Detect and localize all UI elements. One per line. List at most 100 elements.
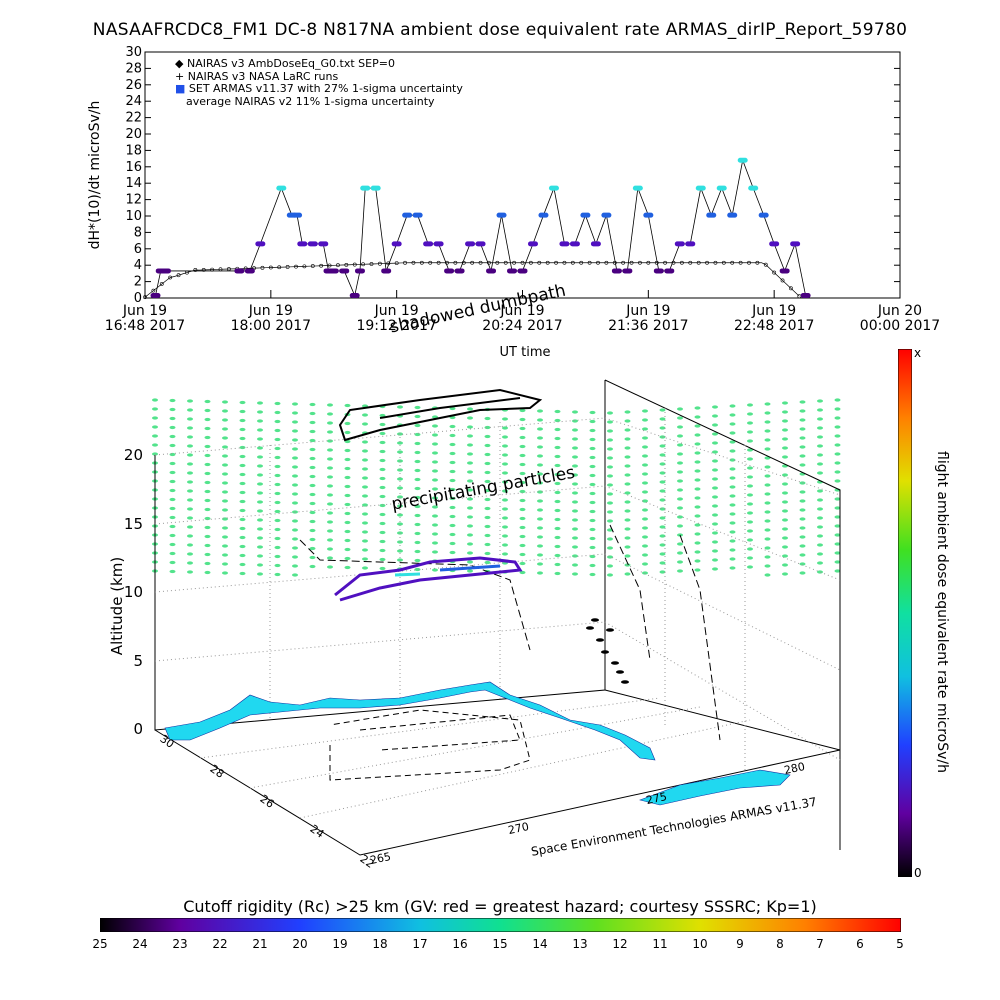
particle-point: [467, 560, 473, 564]
particle-point: [642, 508, 648, 512]
particle-point: [484, 560, 491, 565]
altitude-tick: 0: [133, 720, 143, 738]
particle-point: [642, 571, 648, 575]
nairas-point: [268, 265, 273, 270]
particle-point: [327, 403, 333, 407]
ytick-label: 16: [125, 160, 142, 175]
nairas-line: [144, 262, 800, 298]
particle-point: [239, 445, 246, 450]
armas-point: [611, 268, 622, 274]
xtick-label: Jun 20 00:00 2017: [859, 303, 941, 334]
particle-point: [362, 539, 368, 543]
particle-point: [432, 460, 438, 464]
particle-point: [764, 510, 771, 514]
nairas-point: [679, 260, 684, 265]
particle-point: [624, 464, 631, 468]
armas-point: [559, 241, 570, 247]
particle-point: [642, 490, 648, 494]
ytick-label: 8: [134, 225, 142, 240]
armas-point: [664, 268, 675, 274]
particle-point: [589, 545, 596, 550]
ytick-label: 14: [125, 176, 142, 191]
nairas-point: [260, 265, 265, 270]
particle-point: [537, 436, 543, 440]
particle-point: [292, 465, 298, 469]
particle-point: [222, 553, 228, 557]
particle-point: [502, 507, 508, 511]
particle-point: [642, 427, 648, 431]
particle-point: [257, 455, 263, 459]
nairas-point: [352, 262, 357, 267]
particle-point: [747, 565, 753, 569]
particle-point: [502, 444, 508, 448]
particle-point: [169, 416, 176, 421]
particle-point: [362, 476, 368, 480]
armas-point: [800, 293, 811, 299]
particle-point: [502, 552, 508, 556]
nairas-point: [503, 260, 508, 265]
nairas-point: [663, 260, 668, 265]
particle-point: [414, 558, 421, 563]
particle-point: [449, 514, 456, 519]
particle-point: [694, 541, 701, 545]
particle-point: [642, 481, 648, 485]
particle-point: [344, 520, 351, 525]
particle-point: [554, 472, 561, 477]
particle-point: [379, 485, 386, 490]
particle-point: [222, 400, 228, 404]
particle-point: [572, 419, 578, 423]
particle-point: [432, 424, 438, 428]
particle-point: [694, 505, 701, 509]
particle-point: [432, 550, 438, 554]
particle-point: [169, 452, 176, 457]
particle-point: [327, 484, 333, 488]
particle-point: [327, 466, 333, 470]
particle-point: [624, 455, 631, 459]
armas-point: [412, 212, 423, 218]
particle-point: [589, 437, 596, 442]
particle-point: [694, 442, 701, 446]
nairas-point: [621, 260, 626, 265]
particle-point: [222, 490, 228, 494]
particle-point: [694, 559, 701, 563]
particle-point: [432, 487, 438, 491]
particle-point: [484, 497, 491, 502]
nairas-point: [730, 260, 735, 265]
armas-point: [769, 241, 780, 247]
particle-point: [782, 401, 788, 405]
particle-point: [187, 399, 193, 403]
particle-point: [467, 506, 473, 510]
rigidity-tick: 25: [92, 937, 108, 951]
particle-point: [694, 478, 701, 482]
particle-point: [817, 498, 823, 502]
particle-point: [747, 547, 753, 551]
particle-point: [589, 527, 596, 532]
particle-point: [467, 497, 473, 501]
particle-point: [659, 561, 666, 565]
particle-point: [799, 535, 806, 539]
particle-point: [239, 436, 246, 441]
ytick-label: 26: [125, 78, 142, 93]
particle-point: [519, 525, 526, 530]
particle-point: [537, 553, 543, 557]
particle-point: [362, 512, 368, 516]
particle-point: [187, 471, 193, 475]
particle-point: [607, 438, 613, 442]
particle-point: [204, 534, 211, 539]
particle-point: [257, 428, 263, 432]
particle-point: [799, 553, 806, 557]
particle-point: [309, 519, 316, 524]
particle-point: [624, 536, 631, 540]
armas-point: [486, 268, 497, 274]
particle-point: [309, 429, 316, 434]
nairas-point: [310, 264, 315, 268]
particle-point: [309, 510, 316, 515]
particle-point: [169, 515, 176, 520]
legend-text-nairas-v2: average NAIRAS v2 11% 1-sigma uncertaint…: [186, 94, 435, 108]
particle-point: [764, 555, 771, 559]
armas-point: [569, 241, 580, 247]
nairas-point: [528, 260, 533, 265]
armas-point: [737, 157, 748, 163]
particle-point: [834, 551, 841, 555]
particle-point: [362, 494, 368, 498]
